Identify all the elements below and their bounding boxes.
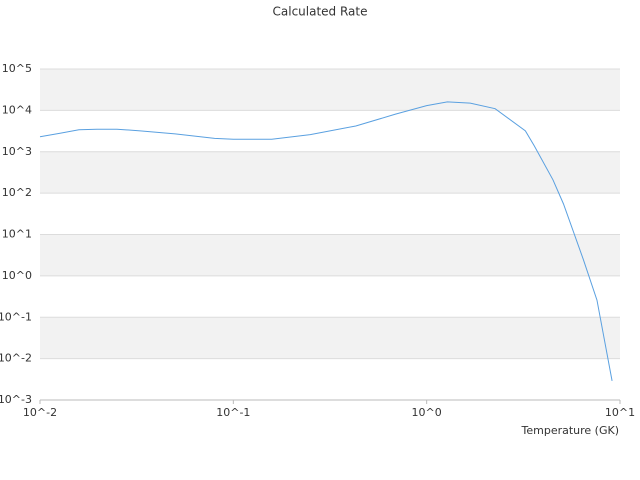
data-line — [39, 101, 613, 381]
grid-band — [40, 234, 620, 276]
y-tick-label: 10^3 — [2, 145, 32, 158]
x-tick-label: 10^-1 — [216, 406, 250, 419]
grid-band — [40, 151, 620, 194]
chart-title: Calculated Rate — [273, 5, 368, 19]
x-tick-label: 10^1 — [605, 406, 635, 419]
y-tick-label: 10^2 — [2, 186, 32, 199]
x-axis-label: Temperature (GK) — [521, 424, 620, 437]
y-tick-label: 10^-1 — [0, 310, 32, 323]
y-tick-label: 10^-3 — [0, 393, 32, 406]
y-tick-label: 10^-2 — [0, 352, 32, 365]
y-tick-label: 10^0 — [2, 269, 32, 282]
y-tick-label: 10^4 — [2, 103, 32, 116]
x-tick-label: 10^-2 — [23, 406, 57, 419]
y-tick-label: 10^1 — [2, 228, 32, 241]
grid-band — [40, 317, 620, 359]
y-tick-label: 10^5 — [2, 62, 32, 75]
x-tick-label: 10^0 — [412, 406, 442, 419]
grid-band — [40, 69, 620, 111]
